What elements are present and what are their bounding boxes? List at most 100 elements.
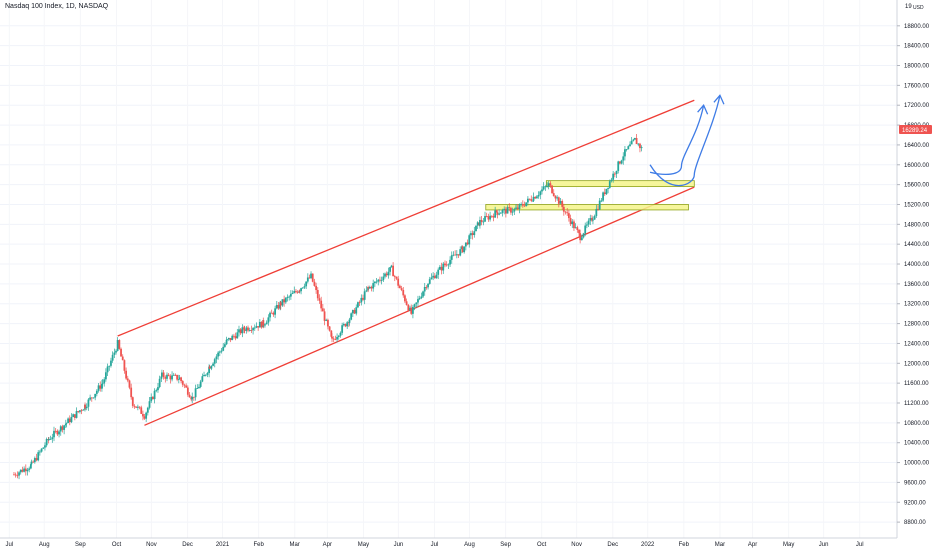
time-tick-label: Jun	[819, 542, 829, 548]
candle-body	[198, 386, 200, 389]
candle-body	[526, 198, 529, 203]
support-zone-2	[485, 204, 689, 211]
candle-body	[602, 192, 604, 201]
candle-body	[504, 208, 507, 214]
time-tick-label: Mar	[290, 542, 300, 548]
candle-body	[384, 273, 386, 277]
candle-body	[397, 278, 400, 286]
candle-body	[243, 327, 245, 330]
candle-body	[532, 196, 535, 201]
candle-body	[515, 207, 517, 209]
candle-body	[370, 286, 373, 289]
candle-body	[534, 196, 537, 199]
candle-body	[332, 338, 335, 340]
price-tick-label: 15200.00	[904, 202, 930, 208]
candle-body	[206, 373, 209, 375]
candle-body	[106, 366, 109, 373]
candle-body	[552, 193, 555, 197]
candle-body	[99, 385, 102, 389]
candle-body	[405, 301, 408, 305]
price-tick-label: 14000.00	[904, 262, 930, 268]
candle-body	[89, 397, 92, 400]
candle-body	[528, 198, 531, 200]
candle-body	[255, 326, 258, 328]
candle-body	[270, 312, 273, 314]
candle-body	[167, 374, 170, 376]
candlestick-series[interactable]	[13, 133, 643, 480]
candle-body	[536, 196, 538, 199]
candle-body	[181, 381, 184, 385]
candle-body	[236, 332, 239, 339]
candle-body	[415, 302, 418, 305]
time-tick-label: Dec	[182, 542, 193, 548]
price-tick-label: 14800.00	[904, 222, 930, 228]
candle-body	[518, 204, 521, 210]
candle-body	[612, 173, 615, 180]
forecast-arrows[interactable]	[649, 94, 725, 187]
candle-body	[177, 379, 180, 380]
candle-body	[471, 233, 474, 236]
candle-body	[468, 235, 471, 245]
candle-body	[279, 302, 282, 306]
candle-body	[272, 312, 275, 315]
time-axis[interactable]: Jun Jul Aug Sep Oct Nov Dec 2021 Feb Mar Apr May Jun…	[0, 542, 864, 548]
candle-body	[392, 265, 395, 277]
candle-body	[444, 264, 446, 266]
price-tick-label: 10400.00	[904, 441, 930, 447]
candle-body	[395, 276, 398, 279]
candle-body	[464, 242, 467, 247]
price-tick-label: 9600.00	[904, 480, 926, 486]
candle-body	[625, 149, 628, 150]
candle-body	[607, 187, 609, 189]
candle-body	[476, 222, 479, 226]
candle-body	[229, 337, 232, 341]
candle-body	[140, 407, 143, 414]
candle-body	[90, 397, 93, 399]
candle-body	[409, 307, 411, 311]
candle-body	[97, 385, 100, 391]
time-tick-label: Jul	[431, 542, 439, 548]
price-tick-label: 12800.00	[904, 322, 930, 328]
channel-lines[interactable]	[117, 99, 695, 426]
current-price-tag: 16289.24	[899, 125, 932, 134]
candle-body	[172, 374, 175, 376]
candle-body	[123, 360, 126, 371]
candle-body	[479, 219, 481, 226]
candle-body	[178, 377, 181, 380]
candle-body	[85, 406, 88, 409]
candle-body	[430, 277, 433, 280]
candle-body	[532, 200, 534, 202]
candle-body	[92, 397, 95, 399]
candle-body	[296, 291, 299, 293]
candle-body	[161, 372, 163, 377]
candle-body	[373, 281, 376, 284]
price-axis[interactable]: 18800.00 18400.00 18000.00 17600.00 17200.00…	[897, 24, 930, 526]
candle-body	[639, 143, 641, 149]
time-tick-label: Aug	[39, 542, 50, 548]
candle-body	[84, 404, 86, 409]
candle-body	[79, 410, 81, 412]
candle-body	[587, 220, 590, 225]
candle-body	[252, 328, 254, 331]
time-tick-label: Dec	[607, 542, 618, 548]
candle-body	[351, 309, 354, 314]
candle-body	[38, 451, 41, 453]
candle-body	[562, 206, 565, 212]
candle-body	[264, 324, 266, 326]
candle-body	[169, 375, 172, 380]
candle-body	[490, 215, 493, 217]
candle-body	[390, 265, 393, 268]
candle-body	[295, 290, 297, 292]
candle-body	[153, 390, 156, 400]
candle-body	[457, 254, 460, 256]
candle-body	[204, 374, 207, 376]
candle-body	[262, 320, 265, 326]
support-zones[interactable]	[485, 180, 695, 211]
price-tick-label: 18400.00	[904, 44, 930, 50]
time-tick-label: Jun	[394, 542, 404, 548]
candle-body	[222, 346, 225, 351]
candle-body	[438, 266, 441, 270]
candle-body	[201, 376, 204, 382]
candle-body	[523, 205, 526, 207]
